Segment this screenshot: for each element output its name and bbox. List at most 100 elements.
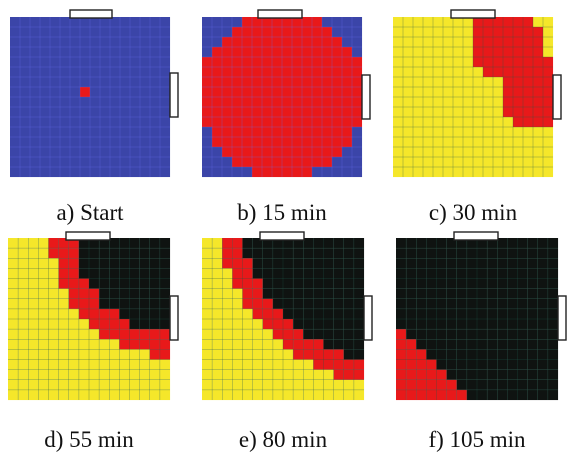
grid-cell-unburned [100, 167, 111, 178]
grid-cell-burning [252, 127, 263, 138]
grid-cell-heated [18, 349, 29, 360]
grid-cell-burning [262, 157, 273, 168]
grid-cell-unburned [150, 107, 161, 118]
grid-cell-burning [272, 308, 284, 320]
grid-cell-unburned [10, 137, 21, 148]
grid-cell-heated [272, 379, 284, 390]
grid-cell-heated [423, 47, 434, 58]
grid-80-min [202, 231, 373, 401]
grid-cell-unburned [150, 157, 161, 168]
grid-cell-heated [403, 97, 414, 108]
grid-cell-burning [416, 349, 427, 360]
grid-cell-burned [99, 288, 110, 299]
grid-cell-burning [242, 278, 253, 289]
grid-cell-unburned [60, 57, 71, 68]
grid-cell-unburned [342, 147, 353, 158]
grid-cell-burned [416, 278, 427, 289]
grid-cell-unburned [70, 147, 81, 158]
grid-cell-unburned [130, 147, 141, 158]
grid-cell-burning [159, 349, 171, 360]
grid-cell-heated [453, 97, 464, 108]
grid-cell-heated [38, 298, 49, 309]
grid-cell-burning [436, 389, 447, 401]
grid-cell-burned [456, 339, 467, 350]
grid-cell-heated [453, 27, 464, 38]
grid-cell-heated [293, 359, 304, 370]
grid-cell-burned [293, 278, 304, 289]
grid-cell-burning [436, 379, 447, 390]
grid-cell-heated [403, 67, 414, 78]
grid-cell-heated [38, 359, 49, 370]
grid-cell-heated [8, 369, 19, 380]
grid-cell-unburned [20, 17, 31, 28]
grid-cell-burned [537, 329, 548, 340]
grid-cell-heated [403, 27, 414, 38]
caption-105-min: f) 105 min [428, 427, 526, 452]
grid-cell-heated [453, 127, 464, 138]
grid-cell-heated [222, 319, 233, 330]
grid-cell-burning [262, 87, 273, 98]
grid-cell-burned [252, 268, 263, 279]
grid-cell-burned [416, 329, 427, 340]
vent-right [169, 72, 179, 118]
grid-cell-heated [232, 329, 243, 340]
grid-cell-burned [547, 288, 559, 299]
grid-cell-heated [423, 87, 434, 98]
grid-cell-burning [396, 359, 407, 370]
grid-cell-heated [212, 258, 223, 269]
grid-cell-burning [232, 137, 243, 148]
grid-cell-burning [446, 389, 457, 401]
grid-cell-unburned [352, 167, 363, 178]
grid-cell-heated [413, 127, 424, 138]
grid-cell-burned [323, 278, 334, 289]
grid-cell-burning [99, 319, 110, 330]
grid-cell-heated [252, 319, 263, 330]
grid-cell-burning [312, 67, 323, 78]
grid-cell-burning [312, 127, 323, 138]
grid-cell-burning [513, 57, 524, 68]
grid-cell-heated [109, 339, 120, 350]
grid-cell-heated [493, 157, 504, 168]
grid-cell-heated [283, 369, 294, 380]
grid-cell-burning [312, 47, 323, 58]
grid-cell-burning [242, 27, 253, 38]
grid-cell-unburned [20, 97, 31, 108]
grid-cell-unburned [352, 137, 363, 148]
grid-cell-unburned [212, 167, 223, 178]
grid-cell-burning [322, 27, 333, 38]
grid-cell-burned [446, 298, 457, 309]
grid-cell-heated [443, 147, 454, 158]
grid-cells [10, 17, 171, 178]
vent-right [361, 74, 371, 120]
grid-cell-burned [99, 278, 110, 289]
grid-cell-heated [433, 117, 444, 128]
grid-cell-burning [416, 379, 427, 390]
grid-cell-burning [282, 147, 293, 158]
grid-cell-burning [406, 379, 417, 390]
grid-cell-heated [423, 17, 434, 28]
grid-cell-burning [232, 268, 243, 279]
grid-cell-burned [293, 268, 304, 279]
grid-cell-unburned [332, 167, 343, 178]
grid-cell-unburned [70, 87, 81, 98]
grid-cell-unburned [110, 137, 121, 148]
grid-cell-unburned [110, 107, 121, 118]
grid-cell-heated [232, 308, 243, 320]
grid-cell-unburned [140, 127, 151, 138]
grid-cell-burning [252, 97, 263, 108]
grid-cell-burning [58, 248, 69, 259]
vent-top [453, 231, 499, 241]
grid-cell-unburned [50, 167, 61, 178]
grid-cell-unburned [30, 107, 41, 118]
grid-cell-unburned [70, 37, 81, 48]
grid-cell-heated [473, 127, 484, 138]
grid-cell-burning [212, 87, 223, 98]
grid-cell-burned [517, 349, 528, 360]
grid-cell-heated [109, 349, 120, 360]
grid-cell-burned [497, 278, 508, 289]
grid-cell-burned [303, 319, 314, 330]
grid-55-min [8, 231, 179, 401]
grid-cell-heated [453, 37, 464, 48]
grid-cell-burned [497, 389, 508, 401]
grid-cell-unburned [80, 157, 91, 168]
